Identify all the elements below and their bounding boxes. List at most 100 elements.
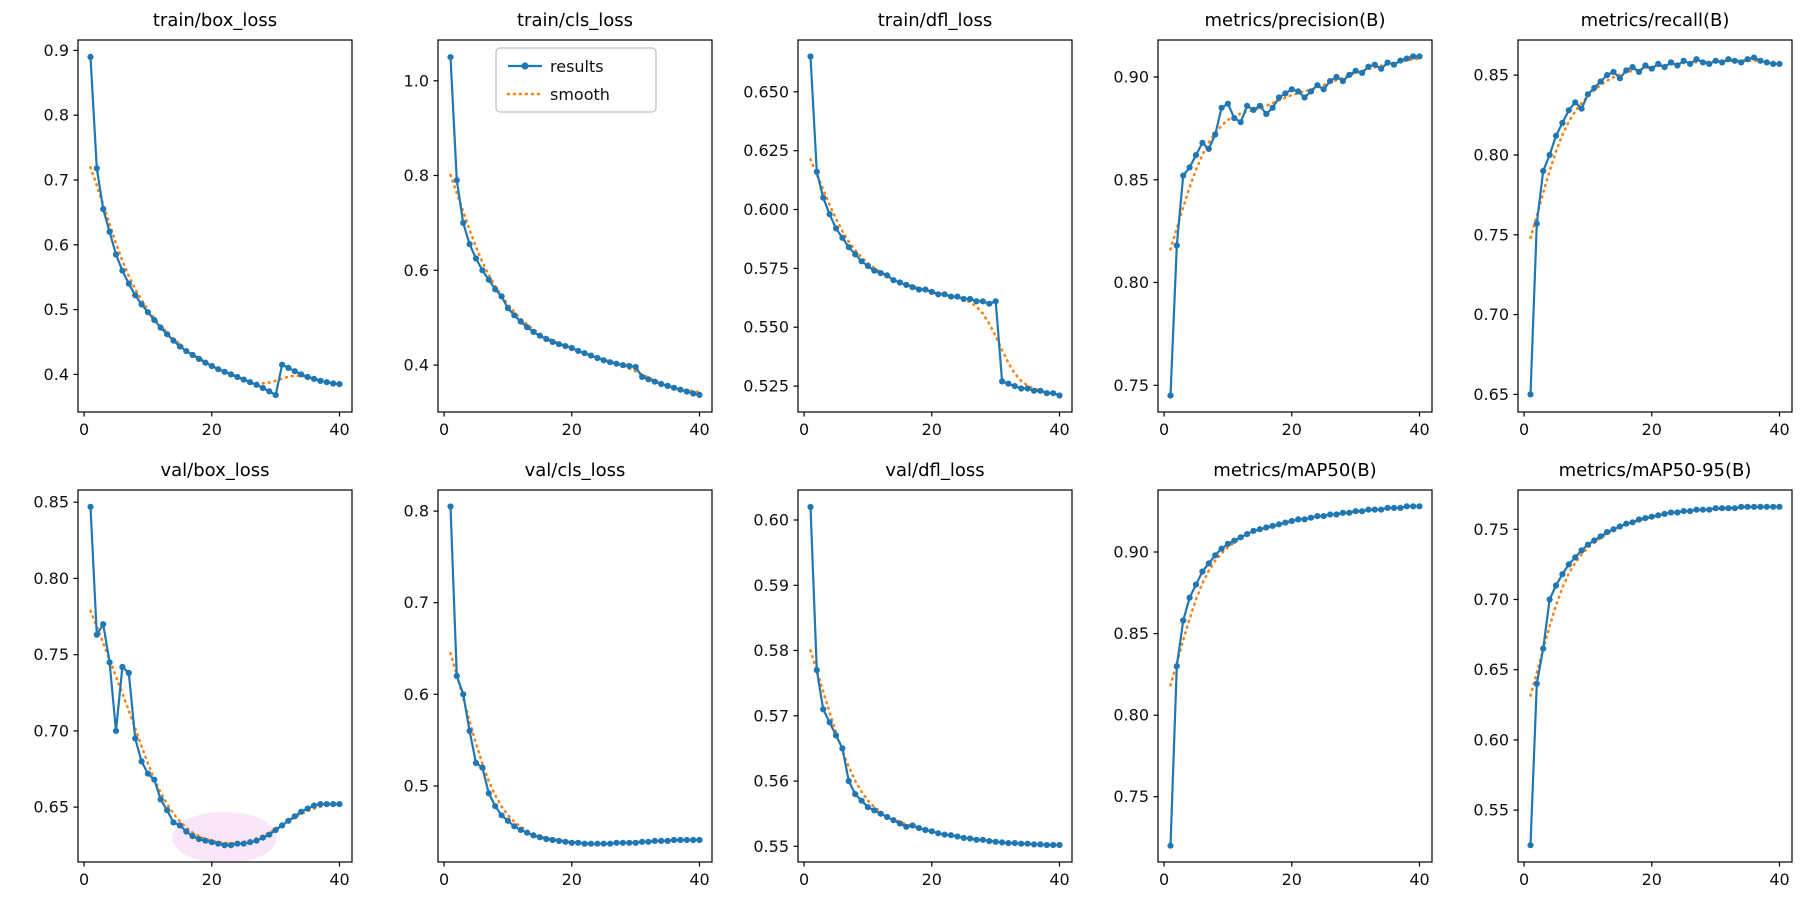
y-tick-label: 0.600 — [743, 200, 789, 219]
results-marker — [183, 348, 190, 355]
results-marker — [106, 659, 113, 666]
results-marker — [1693, 506, 1700, 513]
results-marker — [1629, 519, 1636, 526]
results-marker — [1314, 513, 1321, 520]
results-marker — [543, 836, 550, 843]
results-marker — [1282, 519, 1289, 526]
results-marker — [259, 834, 266, 841]
results-marker — [1597, 533, 1604, 540]
results-marker — [498, 293, 505, 300]
results-marker — [1218, 104, 1225, 111]
results-marker — [562, 343, 569, 350]
results-marker — [696, 391, 703, 398]
results-marker — [992, 298, 999, 305]
results-marker — [93, 631, 100, 638]
chart-title: metrics/mAP50(B) — [1213, 460, 1376, 481]
results-marker — [947, 293, 955, 300]
results-marker — [1731, 57, 1738, 64]
x-tick-label: 0 — [799, 870, 809, 889]
results-marker — [100, 621, 107, 628]
results-marker — [1011, 383, 1018, 390]
results-marker — [807, 503, 814, 511]
results-marker — [247, 839, 254, 846]
results-marker — [1635, 516, 1643, 523]
x-tick-label: 20 — [922, 420, 942, 439]
results-marker — [453, 672, 460, 680]
axes-box — [797, 489, 1073, 863]
results-marker — [555, 341, 563, 348]
results-marker — [581, 840, 588, 847]
results-marker — [960, 295, 967, 303]
results-marker — [183, 828, 190, 835]
results-marker — [967, 835, 974, 842]
x-tick-label: 0 — [1159, 870, 1169, 889]
results-marker — [479, 267, 486, 274]
results-marker — [1056, 841, 1063, 849]
x-tick-label: 0 — [1519, 870, 1529, 889]
results-marker — [845, 244, 852, 251]
results-marker — [1770, 503, 1777, 510]
results-marker — [221, 368, 228, 375]
results-marker — [632, 363, 639, 371]
results-marker — [460, 691, 467, 698]
results-marker — [587, 840, 595, 847]
results-marker — [928, 828, 935, 835]
results-marker — [1552, 132, 1560, 139]
x-tick-label: 20 — [1282, 870, 1302, 889]
results-marker — [1540, 645, 1547, 652]
results-marker — [992, 838, 999, 845]
y-tick-label: 0.58 — [753, 641, 789, 660]
results-marker — [530, 328, 537, 335]
results-marker — [677, 386, 684, 393]
results-marker — [1655, 60, 1662, 67]
x-tick-label: 0 — [79, 420, 89, 439]
results-marker — [562, 838, 569, 845]
results-marker — [549, 836, 556, 844]
results-marker — [138, 301, 145, 308]
results-marker — [1167, 842, 1174, 849]
results-marker — [858, 258, 865, 265]
results-marker — [877, 810, 884, 817]
results-marker — [144, 770, 151, 777]
results-marker — [157, 796, 164, 803]
axes-box — [1517, 39, 1793, 413]
results-marker — [1327, 511, 1334, 518]
x-tick-label: 40 — [1049, 870, 1069, 889]
results-marker — [864, 262, 871, 270]
smooth-line — [809, 649, 1061, 847]
results-marker — [511, 823, 518, 830]
y-tick-label: 0.75 — [1473, 520, 1509, 539]
results-marker — [826, 719, 833, 726]
results-marker — [536, 332, 543, 339]
results-marker — [317, 377, 324, 384]
x-tick-label: 0 — [79, 870, 89, 889]
chart-title: val/cls_loss — [525, 460, 626, 481]
results-marker — [234, 373, 241, 381]
results-marker — [504, 817, 511, 824]
smooth-line — [1529, 59, 1781, 240]
results-marker — [1667, 59, 1675, 66]
results-marker — [1333, 73, 1340, 81]
results-marker — [941, 291, 948, 298]
y-tick-label: 0.9 — [44, 41, 69, 60]
results-marker — [986, 838, 993, 845]
results-marker — [1763, 503, 1770, 510]
y-tick-label: 0.70 — [33, 721, 69, 740]
results-marker — [253, 837, 260, 844]
results-marker — [291, 813, 298, 820]
chart-metrics-recall-b: 0.65 0.70 0.75 0.80 0.85 0 20 40 metrics/recall(… — [1440, 0, 1800, 450]
chart-metrics-map50-95-b: 0.55 0.60 0.65 0.70 0.75 0 20 40 metrics/mAP50-9… — [1440, 450, 1800, 900]
y-tick-label: 0.85 — [1113, 170, 1149, 189]
results-marker — [170, 819, 177, 826]
results-marker — [1533, 680, 1540, 687]
smooth-line — [1169, 505, 1421, 687]
results-marker — [310, 802, 318, 809]
smooth-line — [89, 609, 341, 845]
results-marker — [259, 384, 266, 392]
results-marker — [164, 807, 171, 814]
results-marker — [234, 840, 241, 847]
results-marker — [1307, 88, 1315, 95]
results-marker — [1231, 115, 1238, 122]
results-marker — [677, 836, 684, 844]
results-marker — [215, 840, 222, 847]
